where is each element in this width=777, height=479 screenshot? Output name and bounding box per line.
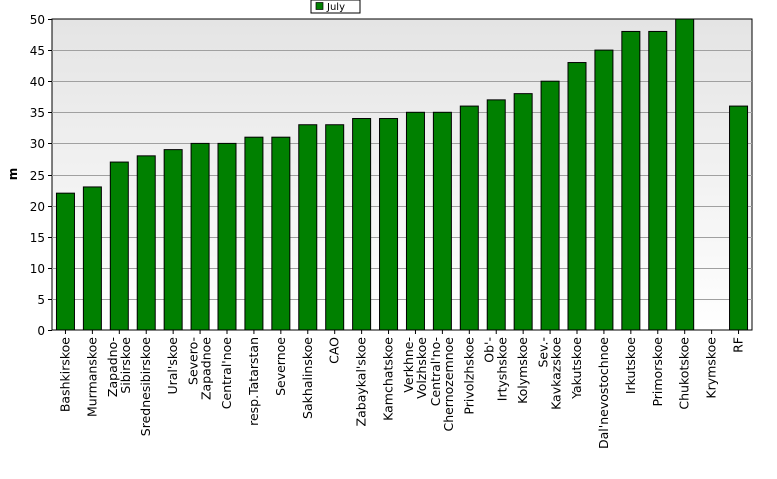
y-tick-label: 25: [30, 169, 45, 183]
legend-label: July: [326, 2, 345, 13]
x-category-label: Dal'nevostochnoe: [596, 337, 611, 449]
bar: [459, 105, 479, 331]
x-category-label: Central'noe: [219, 337, 234, 410]
bar: [432, 111, 452, 331]
y-tick-labels: 0 5 10 15 20 25 30 35 40 45 50: [30, 13, 45, 338]
y-tick-label: 45: [30, 44, 45, 58]
x-category-label: Primorskoe: [650, 337, 665, 407]
x-category-label: Murmanskoe: [84, 337, 99, 417]
bar: [298, 124, 318, 331]
y-tick-label: 0: [37, 324, 45, 338]
bar: [648, 30, 668, 331]
x-category-label: Krymskoe: [704, 337, 719, 399]
x-category-labels: Bashkirskoe Murmanskoe Zapadno-Sibirskoe Sr…: [57, 337, 745, 449]
x-category-label: Central'no-Chernozemnoe: [428, 337, 456, 432]
legend[interactable]: July: [310, 0, 361, 14]
bar: [190, 142, 210, 331]
bar: [567, 62, 587, 331]
bar: [136, 155, 156, 331]
bar: [540, 80, 560, 331]
x-category-label: Srednesibirskoe: [138, 337, 153, 437]
x-category-label: Sakhalinskoe: [300, 337, 315, 419]
y-tick-label: 40: [30, 75, 45, 89]
x-category-label: Ural'skoe: [165, 337, 180, 395]
bar: [109, 161, 129, 331]
y-tick-label: 5: [37, 293, 45, 307]
x-category-label: Sev.-Kavkazskoe: [536, 337, 564, 410]
y-tick-label: 50: [30, 13, 45, 27]
bar: [325, 124, 345, 331]
axes: [48, 19, 740, 334]
bar: [379, 118, 399, 331]
plot-area: [51, 18, 753, 331]
bars: [55, 18, 749, 331]
bar: [486, 99, 506, 331]
bar: [217, 142, 237, 331]
y-tick-label: 30: [30, 137, 45, 151]
y-tick-label: 15: [30, 231, 45, 245]
bar: [271, 136, 291, 331]
x-category-label: Irkutskoe: [623, 337, 638, 394]
bar: [352, 118, 372, 331]
y-tick-label: 35: [30, 106, 45, 120]
bar: [163, 149, 183, 331]
bar: [729, 105, 749, 331]
x-category-label: Severo-Zapadnoe: [186, 337, 214, 400]
x-category-label: CAO: [327, 337, 342, 364]
y-tick-label: 20: [30, 200, 45, 214]
bar: [621, 30, 641, 331]
legend-swatch: [315, 2, 324, 10]
bar: [82, 186, 102, 331]
bar: [405, 111, 425, 331]
bar: [55, 192, 75, 331]
x-category-label: Verkhne-Volzhskoe: [401, 337, 429, 399]
x-category-label: Yakutskoe: [569, 337, 584, 400]
x-category-label: Chukotskoe: [677, 337, 692, 410]
x-category-label: Privolzhskoe: [461, 337, 476, 415]
bar: [244, 136, 264, 331]
x-category-label: RF: [731, 337, 746, 353]
bar: [675, 18, 695, 331]
y-tick-label: 10: [30, 262, 45, 276]
x-category-label: Kolymskoe: [515, 337, 530, 404]
x-category-label: Zapadno-Sibirskoe: [105, 337, 133, 397]
x-category-label: resp.Tatarstan: [246, 337, 261, 426]
x-category-label: Ob'-Irtyshskoe: [482, 337, 510, 402]
x-category-label: Zabaykal'skoe: [354, 337, 369, 427]
y-axis-label: m: [6, 168, 20, 181]
x-category-label: Severnoe: [273, 337, 288, 396]
bar: [594, 49, 614, 331]
x-category-label: Bashkirskoe: [57, 337, 72, 412]
bar: [513, 93, 533, 331]
x-category-label: Kamchatskoe: [381, 337, 396, 421]
